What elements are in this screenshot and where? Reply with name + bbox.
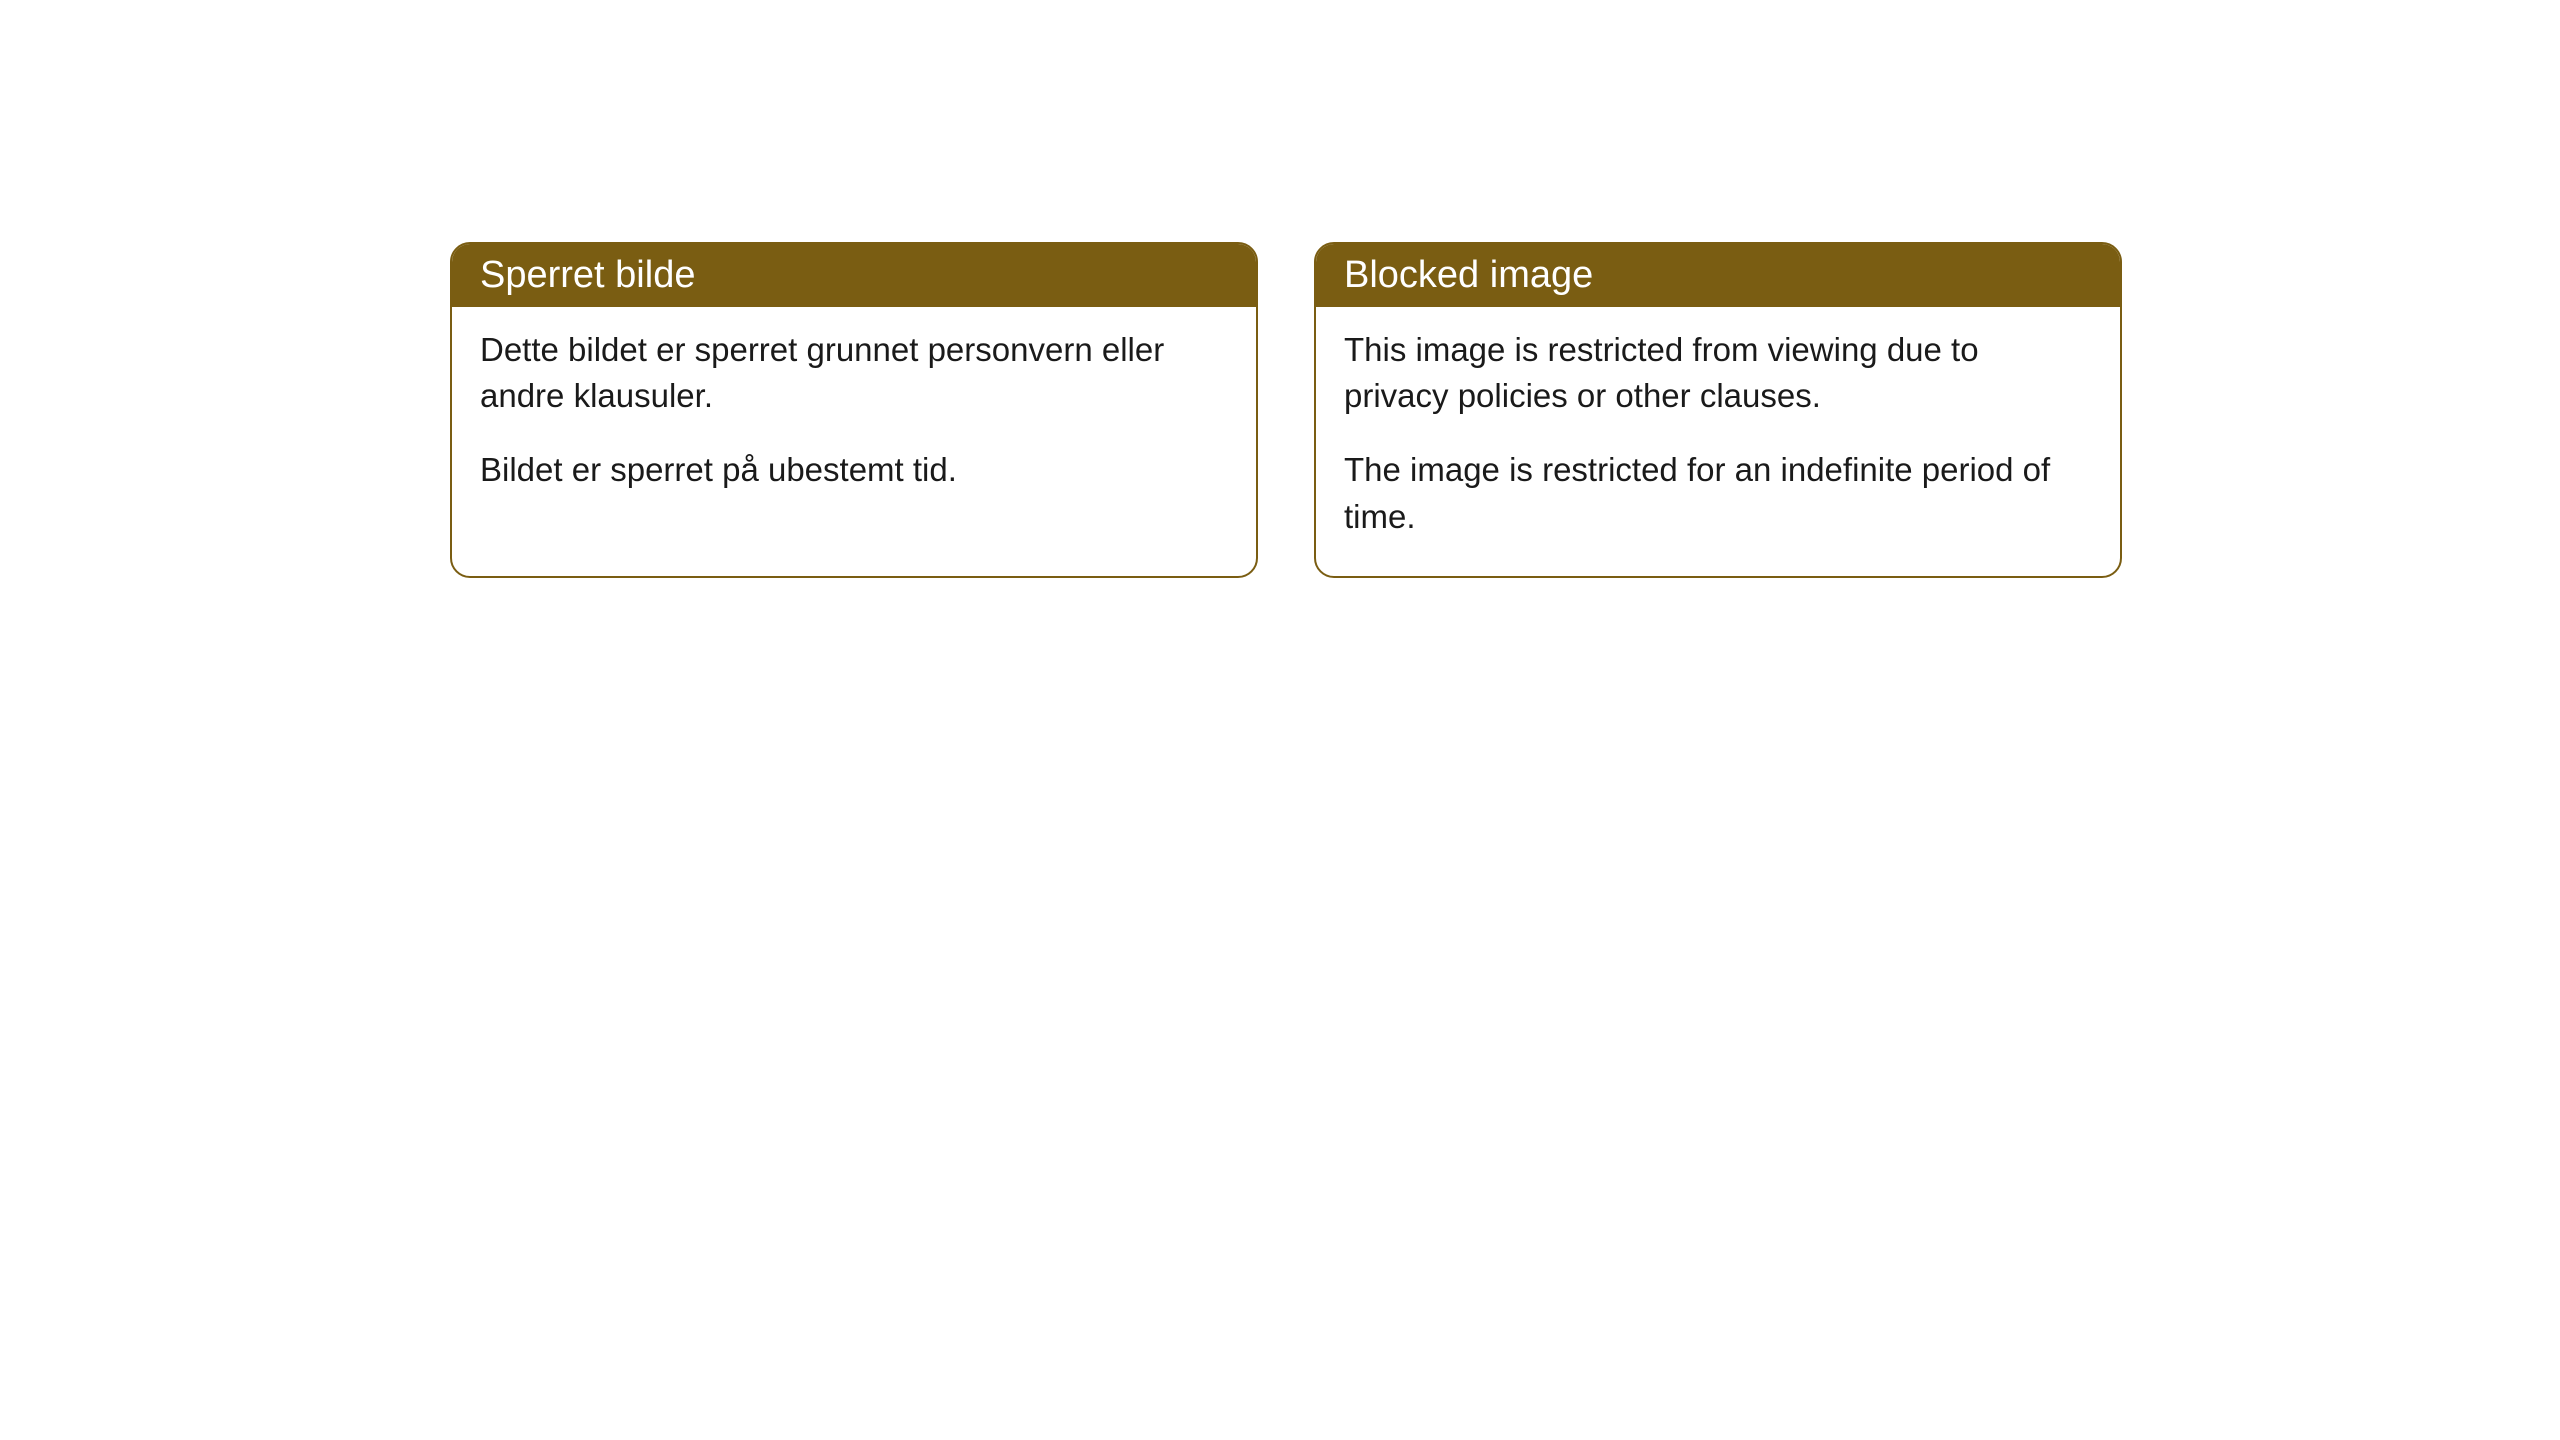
card-header-norwegian: Sperret bilde xyxy=(452,244,1256,307)
card-body-english: This image is restricted from viewing du… xyxy=(1316,307,2120,576)
notice-cards-container: Sperret bilde Dette bildet er sperret gr… xyxy=(450,242,2122,578)
card-paragraph: Dette bildet er sperret grunnet personve… xyxy=(480,327,1228,419)
card-paragraph: The image is restricted for an indefinit… xyxy=(1344,447,2092,539)
card-body-norwegian: Dette bildet er sperret grunnet personve… xyxy=(452,307,1256,530)
notice-card-norwegian: Sperret bilde Dette bildet er sperret gr… xyxy=(450,242,1258,578)
notice-card-english: Blocked image This image is restricted f… xyxy=(1314,242,2122,578)
card-header-english: Blocked image xyxy=(1316,244,2120,307)
card-paragraph: This image is restricted from viewing du… xyxy=(1344,327,2092,419)
card-paragraph: Bildet er sperret på ubestemt tid. xyxy=(480,447,1228,493)
